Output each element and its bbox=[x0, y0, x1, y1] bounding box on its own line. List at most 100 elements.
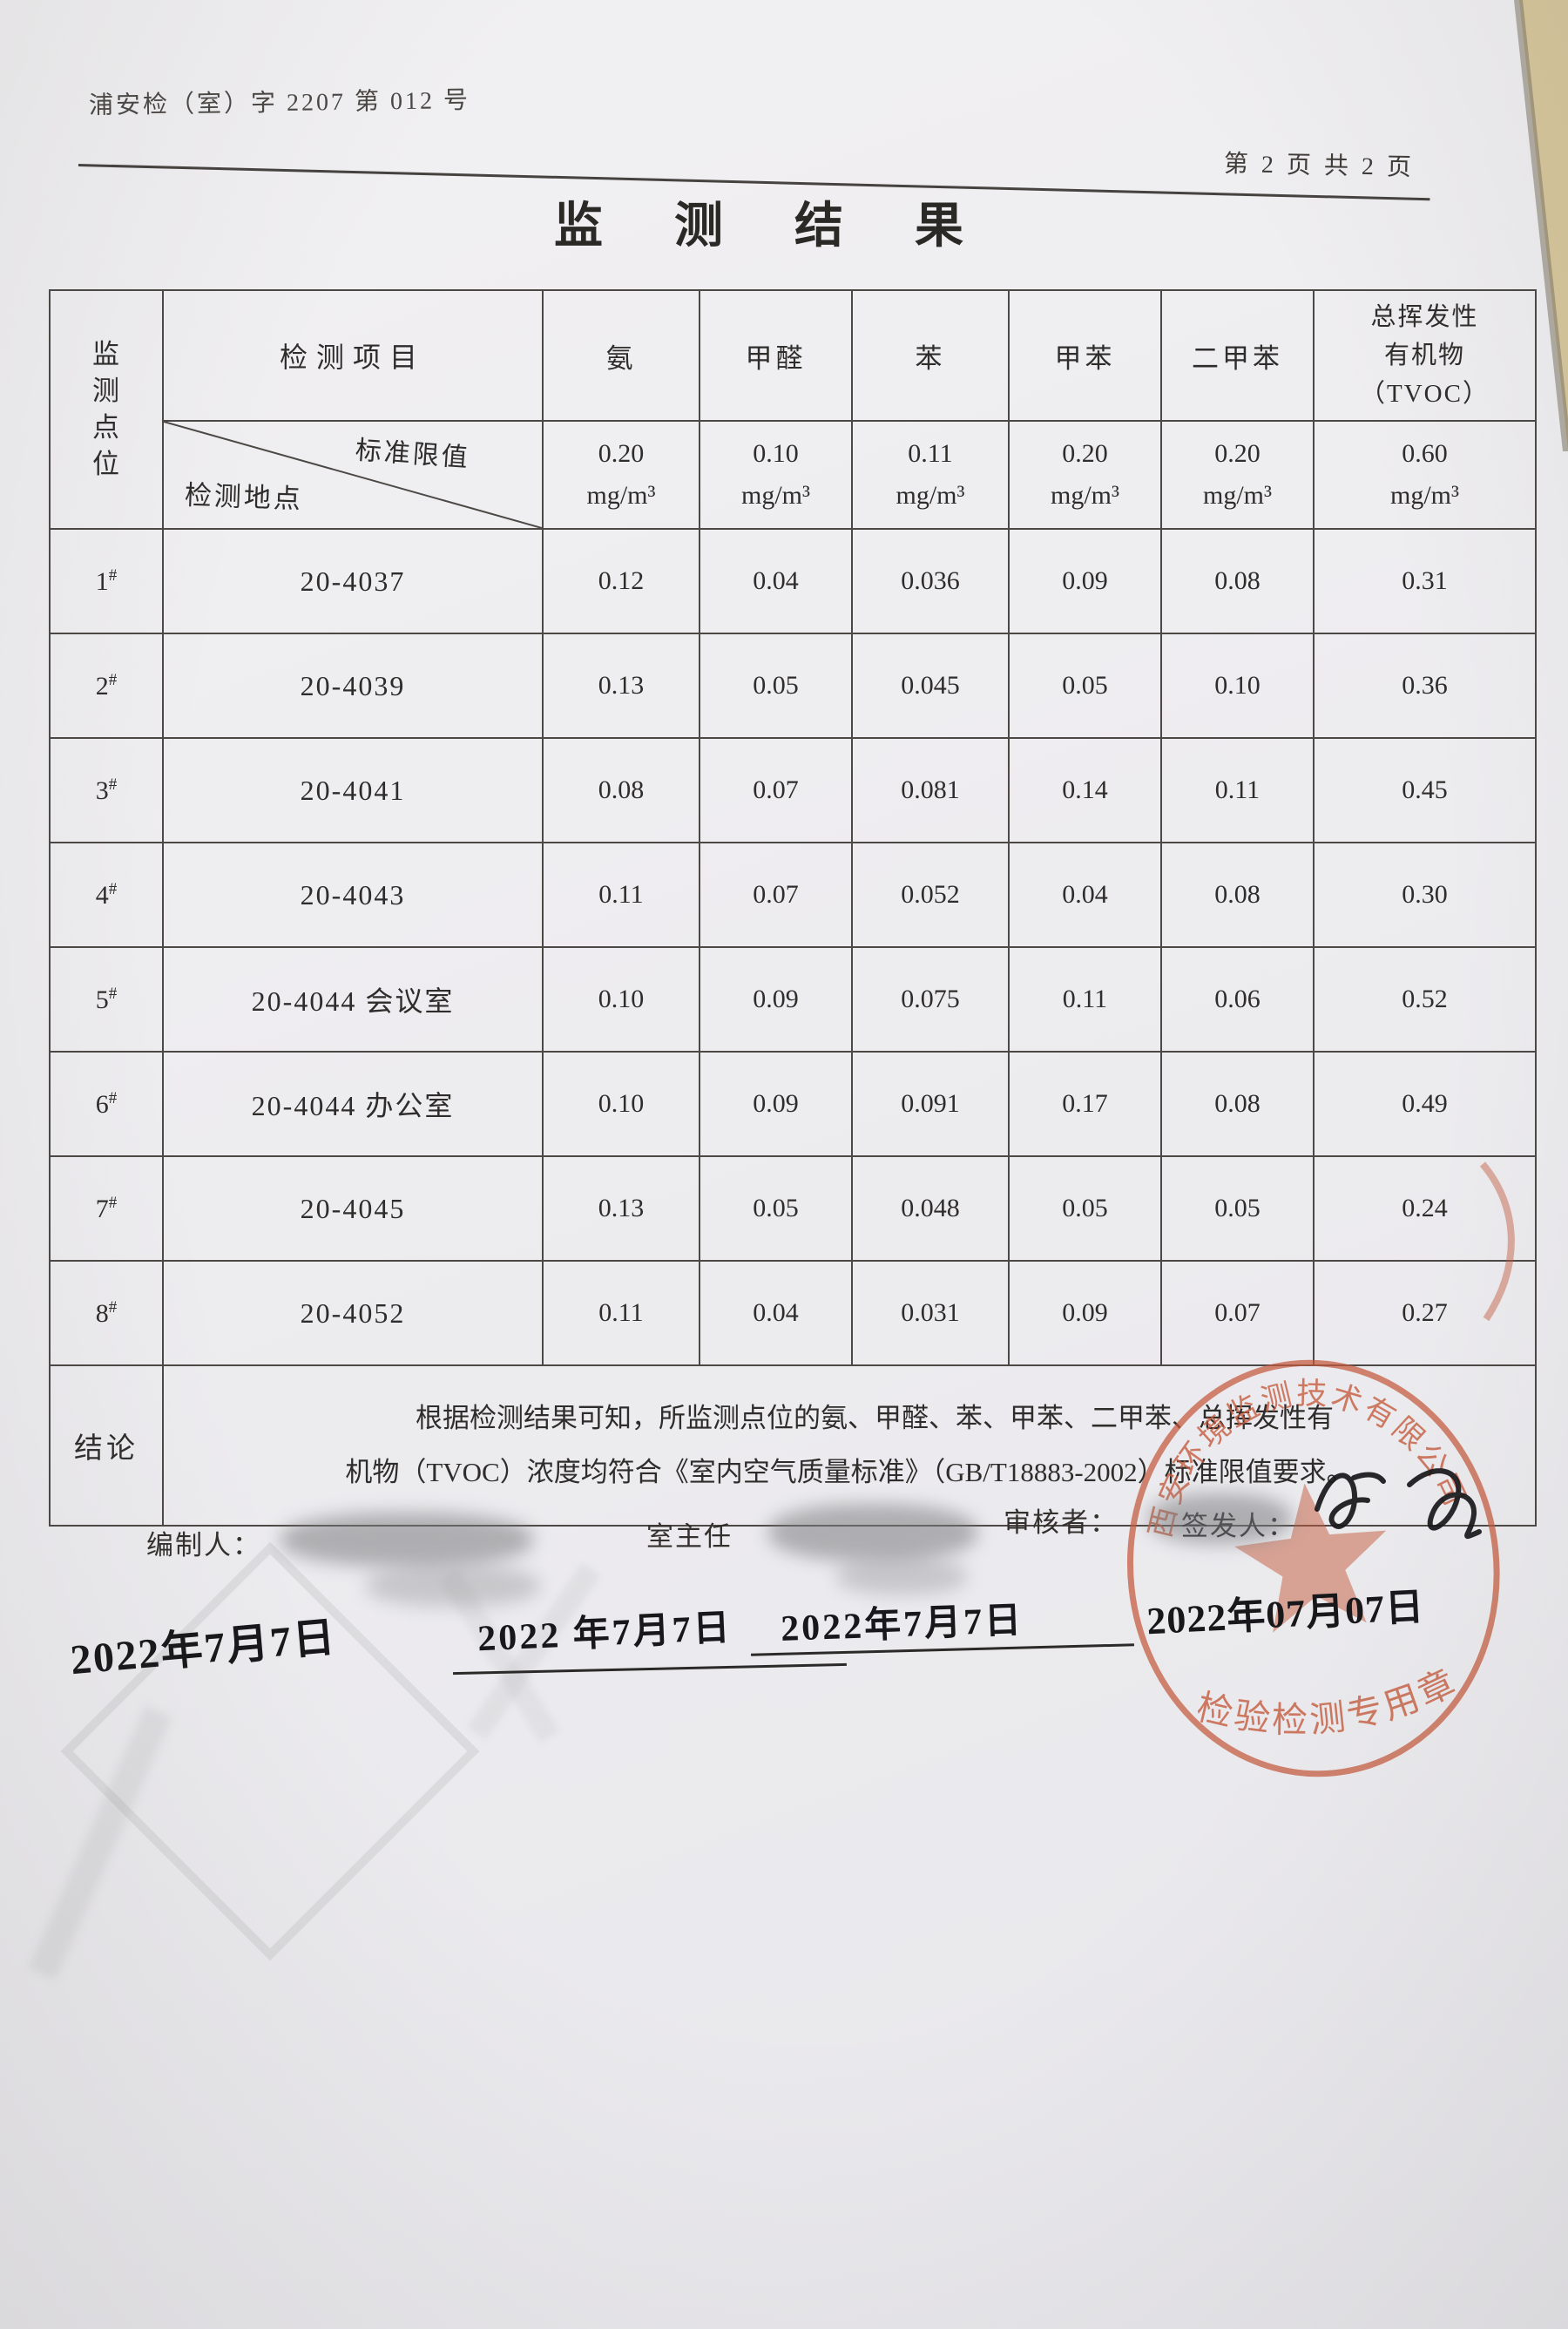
supervisor-label: 室主任 bbox=[646, 1521, 733, 1552]
result-cell-ammonia: 0.10 bbox=[542, 946, 700, 1053]
conclusion-line2: 机物（TVOC）浓度均符合《室内空气质量标准》（GB/T18883-2002）标… bbox=[345, 1457, 1354, 1487]
stamp-ring bbox=[1126, 1359, 1500, 1777]
table-row: 6# 20-4044 办公室 0.10 0.09 0.091 0.17 0.08… bbox=[49, 1051, 1537, 1157]
result-cell-benzene: 0.045 bbox=[851, 633, 1010, 739]
header-row-limits: 标准限值 检测地点 0.20 mg/m³ 0.10 mg/m³ 0.11 mg/m³ … bbox=[50, 420, 1537, 530]
table-row: 2# 20-4039 0.13 0.05 0.045 0.05 0.10 0.3… bbox=[49, 633, 1537, 739]
column-header-ammonia: 氨 bbox=[542, 289, 700, 422]
result-cell-xylene: 0.10 bbox=[1160, 633, 1315, 739]
location-label: 检测地点 bbox=[184, 479, 304, 515]
supervisor-signature bbox=[768, 1504, 977, 1561]
reviewer-date: 2022年7月7日 bbox=[780, 1601, 1024, 1649]
result-cell-benzene: 0.031 bbox=[851, 1260, 1010, 1366]
table-row: 3# 20-4041 0.08 0.07 0.081 0.14 0.11 0.4… bbox=[49, 737, 1537, 843]
result-cell-toluene: 0.05 bbox=[1008, 633, 1162, 739]
result-cell-xylene: 0.05 bbox=[1160, 1155, 1315, 1262]
table-row: 1# 20-4037 0.12 0.04 0.036 0.09 0.08 0.3… bbox=[49, 528, 1537, 634]
result-cell-xylene: 0.07 bbox=[1160, 1260, 1315, 1366]
result-cell-tvoc: 0.52 bbox=[1313, 946, 1537, 1053]
document-number: 浦安检（室）字 2207 第 012 号 bbox=[88, 86, 471, 120]
point-id-cell: 5# bbox=[49, 946, 164, 1053]
conclusion-line1: 根据检测结果可知，所监测点位的氨、甲醛、苯、甲苯、二甲苯、总挥发性有 bbox=[416, 1403, 1334, 1433]
result-cell-ammonia: 0.08 bbox=[542, 737, 700, 843]
supervisor-date: 2022 年7月7日 bbox=[476, 1608, 733, 1660]
column-header-tvoc: 总挥发性 有机物 （TVOC） bbox=[1313, 289, 1537, 422]
table-row: 7# 20-4045 0.13 0.05 0.048 0.05 0.05 0.2… bbox=[49, 1155, 1537, 1262]
result-cell-ammonia: 0.11 bbox=[542, 842, 700, 948]
result-cell-formaldehyde: 0.04 bbox=[699, 528, 853, 634]
results-table: 监测点位 检测项目 氨 甲醛 苯 甲苯 二甲苯 总挥发性 有机物 （TVOC） … bbox=[49, 289, 1537, 1527]
table-row: 4# 20-4043 0.11 0.07 0.052 0.04 0.08 0.3… bbox=[49, 842, 1537, 948]
result-cell-formaldehyde: 0.05 bbox=[699, 1155, 853, 1262]
point-column-header: 监测点位 bbox=[49, 289, 164, 530]
project-header: 检测项目 bbox=[162, 289, 544, 422]
page-title: 监 测 结 果 bbox=[554, 200, 970, 254]
point-id-cell: 7# bbox=[49, 1155, 164, 1262]
result-cell-formaldehyde: 0.09 bbox=[699, 1051, 853, 1157]
location-cell: 20-4045 bbox=[162, 1155, 544, 1262]
result-cell-xylene: 0.08 bbox=[1160, 842, 1315, 948]
result-cell-ammonia: 0.13 bbox=[542, 633, 700, 739]
issuer-signature bbox=[1315, 1468, 1482, 1540]
result-cell-ammonia: 0.13 bbox=[542, 1155, 700, 1262]
result-cell-formaldehyde: 0.07 bbox=[699, 737, 853, 843]
result-cell-formaldehyde: 0.05 bbox=[699, 633, 853, 739]
location-cell: 20-4039 bbox=[162, 633, 544, 739]
result-cell-tvoc: 0.31 bbox=[1313, 528, 1537, 634]
column-header-toluene: 甲苯 bbox=[1008, 289, 1162, 422]
diagonal-divider bbox=[164, 422, 542, 528]
result-cell-xylene: 0.11 bbox=[1160, 737, 1315, 843]
result-cell-toluene: 0.09 bbox=[1008, 528, 1162, 634]
result-cell-formaldehyde: 0.04 bbox=[699, 1260, 853, 1366]
page-indicator: 第 2 页 共 2 页 bbox=[1223, 150, 1416, 182]
results-body: 1# 20-4037 0.12 0.04 0.036 0.09 0.08 0.3… bbox=[49, 528, 1537, 1366]
result-cell-xylene: 0.06 bbox=[1160, 946, 1315, 1053]
point-id-cell: 6# bbox=[49, 1051, 164, 1157]
result-cell-toluene: 0.04 bbox=[1008, 842, 1162, 948]
star-icon bbox=[1234, 1483, 1387, 1633]
location-cell: 20-4052 bbox=[162, 1260, 544, 1366]
stamp-edge-arc bbox=[1479, 1161, 1515, 1322]
location-cell: 20-4041 bbox=[162, 737, 544, 843]
limit-cell: 0.10 mg/m³ bbox=[699, 420, 853, 530]
point-id-cell: 8# bbox=[49, 1260, 164, 1366]
result-cell-xylene: 0.08 bbox=[1160, 1051, 1315, 1157]
point-id-cell: 4# bbox=[49, 842, 164, 948]
reviewer-label: 审核者： bbox=[1004, 1507, 1119, 1538]
result-cell-tvoc: 0.49 bbox=[1313, 1051, 1537, 1157]
result-cell-ammonia: 0.12 bbox=[542, 528, 700, 634]
result-cell-toluene: 0.11 bbox=[1008, 946, 1162, 1053]
result-cell-benzene: 0.052 bbox=[851, 842, 1010, 948]
location-cell: 20-4044 办公室 bbox=[162, 1051, 544, 1157]
result-cell-formaldehyde: 0.07 bbox=[699, 842, 853, 948]
table-row: 5# 20-4044 会议室 0.10 0.09 0.075 0.11 0.06… bbox=[49, 946, 1537, 1053]
preparer-signature bbox=[280, 1513, 533, 1567]
column-header-formaldehyde: 甲醛 bbox=[699, 289, 853, 422]
result-cell-benzene: 0.075 bbox=[851, 946, 1010, 1053]
supervisor-signature-tail bbox=[836, 1558, 967, 1594]
limit-cell: 0.60 mg/m³ bbox=[1313, 420, 1537, 530]
location-cell: 20-4044 会议室 bbox=[162, 946, 544, 1053]
column-header-xylene: 二甲苯 bbox=[1160, 289, 1315, 422]
table-row: 8# 20-4052 0.11 0.04 0.031 0.09 0.07 0.2… bbox=[49, 1260, 1537, 1366]
header-row-projects: 监测点位 检测项目 氨 甲醛 苯 甲苯 二甲苯 总挥发性 有机物 （TVOC） bbox=[49, 289, 1537, 530]
reviewer-signature bbox=[1148, 1493, 1292, 1544]
result-cell-ammonia: 0.10 bbox=[542, 1051, 700, 1157]
conclusion-label: 结论 bbox=[49, 1364, 164, 1527]
limit-cell: 0.11 mg/m³ bbox=[851, 420, 1010, 530]
location-cell: 20-4037 bbox=[162, 528, 544, 634]
limit-label: 标准限值 bbox=[354, 436, 471, 473]
result-cell-toluene: 0.09 bbox=[1008, 1260, 1162, 1366]
preparer-label: 编制人： bbox=[146, 1530, 261, 1561]
column-header-benzene: 苯 bbox=[851, 289, 1010, 422]
result-cell-formaldehyde: 0.09 bbox=[699, 946, 853, 1053]
limit-cell: 0.20 mg/m³ bbox=[542, 420, 700, 530]
limit-location-corner-cell: 标准限值 检测地点 bbox=[162, 420, 544, 530]
result-cell-tvoc: 0.24 bbox=[1313, 1155, 1537, 1262]
result-cell-tvoc: 0.36 bbox=[1313, 633, 1537, 739]
result-cell-xylene: 0.08 bbox=[1160, 528, 1315, 634]
limit-cell: 0.20 mg/m³ bbox=[1008, 420, 1162, 530]
result-cell-benzene: 0.048 bbox=[851, 1155, 1010, 1262]
limit-cell: 0.20 mg/m³ bbox=[1160, 420, 1315, 530]
location-cell: 20-4043 bbox=[162, 842, 544, 948]
